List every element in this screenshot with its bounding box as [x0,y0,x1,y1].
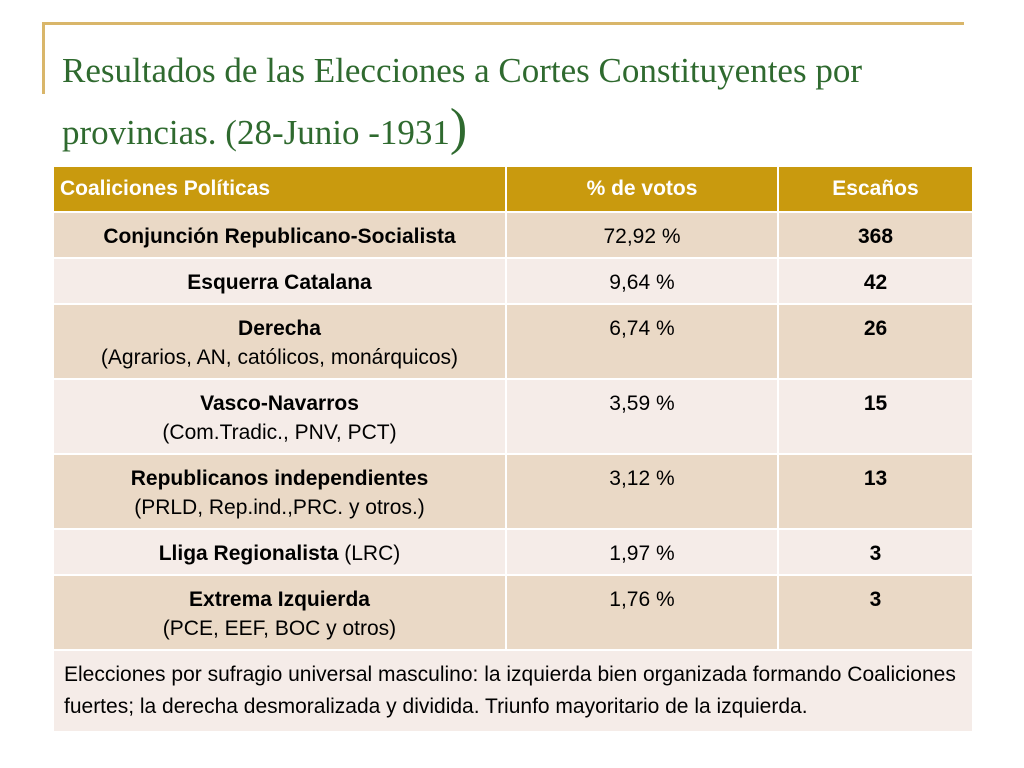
votes-cell: 3,59 % [505,378,779,455]
table-header-row: Coaliciones Políticas % de votos Escaños [52,165,974,213]
header-votes: % de votos [505,165,779,213]
votes-cell: 3,12 % [505,453,779,530]
decorative-frame-top [42,22,964,25]
seats-cell: 3 [777,574,974,651]
table-row: Esquerra Catalana 9,64 % 42 [52,257,974,305]
coalition-cell: Lliga Regionalista (LRC) [52,528,507,576]
table-row: Republicanos independientes (PRLD, Rep.in… [52,453,974,530]
coalition-name: Conjunción Republicano-Socialista [103,225,456,248]
seats-cell: 368 [777,211,974,259]
decorative-frame-left [42,22,45,94]
seats-cell: 13 [777,453,974,530]
seats-cell: 3 [777,528,974,576]
coalition-members: (PRLD, Rep.ind.,PRC. y otros.) [134,496,425,519]
summary-note: Elecciones por sufragio universal mascul… [52,649,974,733]
votes-cell: 72,92 % [505,211,779,259]
votes-cell: 9,64 % [505,257,779,305]
votes-cell: 1,76 % [505,574,779,651]
table-row: Derecha (Agrarios, AN, católicos, monárqu… [52,303,974,380]
seats-cell: 42 [777,257,974,305]
coalition-name: Extrema Izquierda [189,588,370,611]
coalition-members: (Agrarios, AN, católicos, monárquicos) [100,346,459,369]
coalition-cell: Esquerra Catalana [52,257,507,305]
coalition-name: Esquerra Catalana [187,271,372,294]
coalition-name: Republicanos independientes [130,467,429,490]
seats-value: 15 [863,392,888,415]
votes-cell: 1,97 % [505,528,779,576]
table-row: Lliga Regionalista (LRC) 1,97 % 3 [52,528,974,576]
table-row: Extrema Izquierda (PCE, EEF, BOC y otros)… [52,574,974,651]
seats-value: 3 [869,588,882,611]
header-coalitions: Coaliciones Políticas [52,165,507,213]
coalition-cell: Republicanos independientes (PRLD, Rep.in… [52,453,507,530]
seats-cell: 15 [777,378,974,455]
slide-title: Resultados de las Elecciones a Cortes Co… [62,40,982,164]
note-row: Elecciones por sufragio universal mascul… [52,649,974,733]
coalition-name: Derecha [238,317,321,340]
seats-value: 13 [863,467,888,490]
seats-value: 26 [863,317,888,340]
election-results-table: Coaliciones Políticas % de votos Escaños… [52,165,974,733]
coalition-cell: Conjunción Republicano-Socialista [52,211,507,259]
coalition-cell: Derecha (Agrarios, AN, católicos, monárqu… [52,303,507,380]
coalition-members: (Com.Tradic., PNV, PCT) [162,421,397,444]
seats-value: 368 [857,225,894,248]
slide-title-paren: ) [449,99,468,156]
table-row: Vasco-Navarros (Com.Tradic., PNV, PCT) 3,… [52,378,974,455]
seats-value: 3 [869,542,882,565]
coalition-name: Lliga Regionalista [158,542,339,565]
coalition-members: (PCE, EEF, BOC y otros) [162,617,397,640]
votes-cell: 6,74 % [505,303,779,380]
table-row: Conjunción Republicano-Socialista 72,92 … [52,211,974,259]
coalition-members: (LRC) [338,542,401,565]
seats-cell: 26 [777,303,974,380]
coalition-name: Vasco-Navarros [200,392,359,415]
header-seats: Escaños [777,165,974,213]
seats-value: 42 [863,271,888,294]
coalition-cell: Vasco-Navarros (Com.Tradic., PNV, PCT) [52,378,507,455]
coalition-cell: Extrema Izquierda (PCE, EEF, BOC y otros) [52,574,507,651]
slide-title-text: Resultados de las Elecciones a Cortes Co… [62,51,862,152]
